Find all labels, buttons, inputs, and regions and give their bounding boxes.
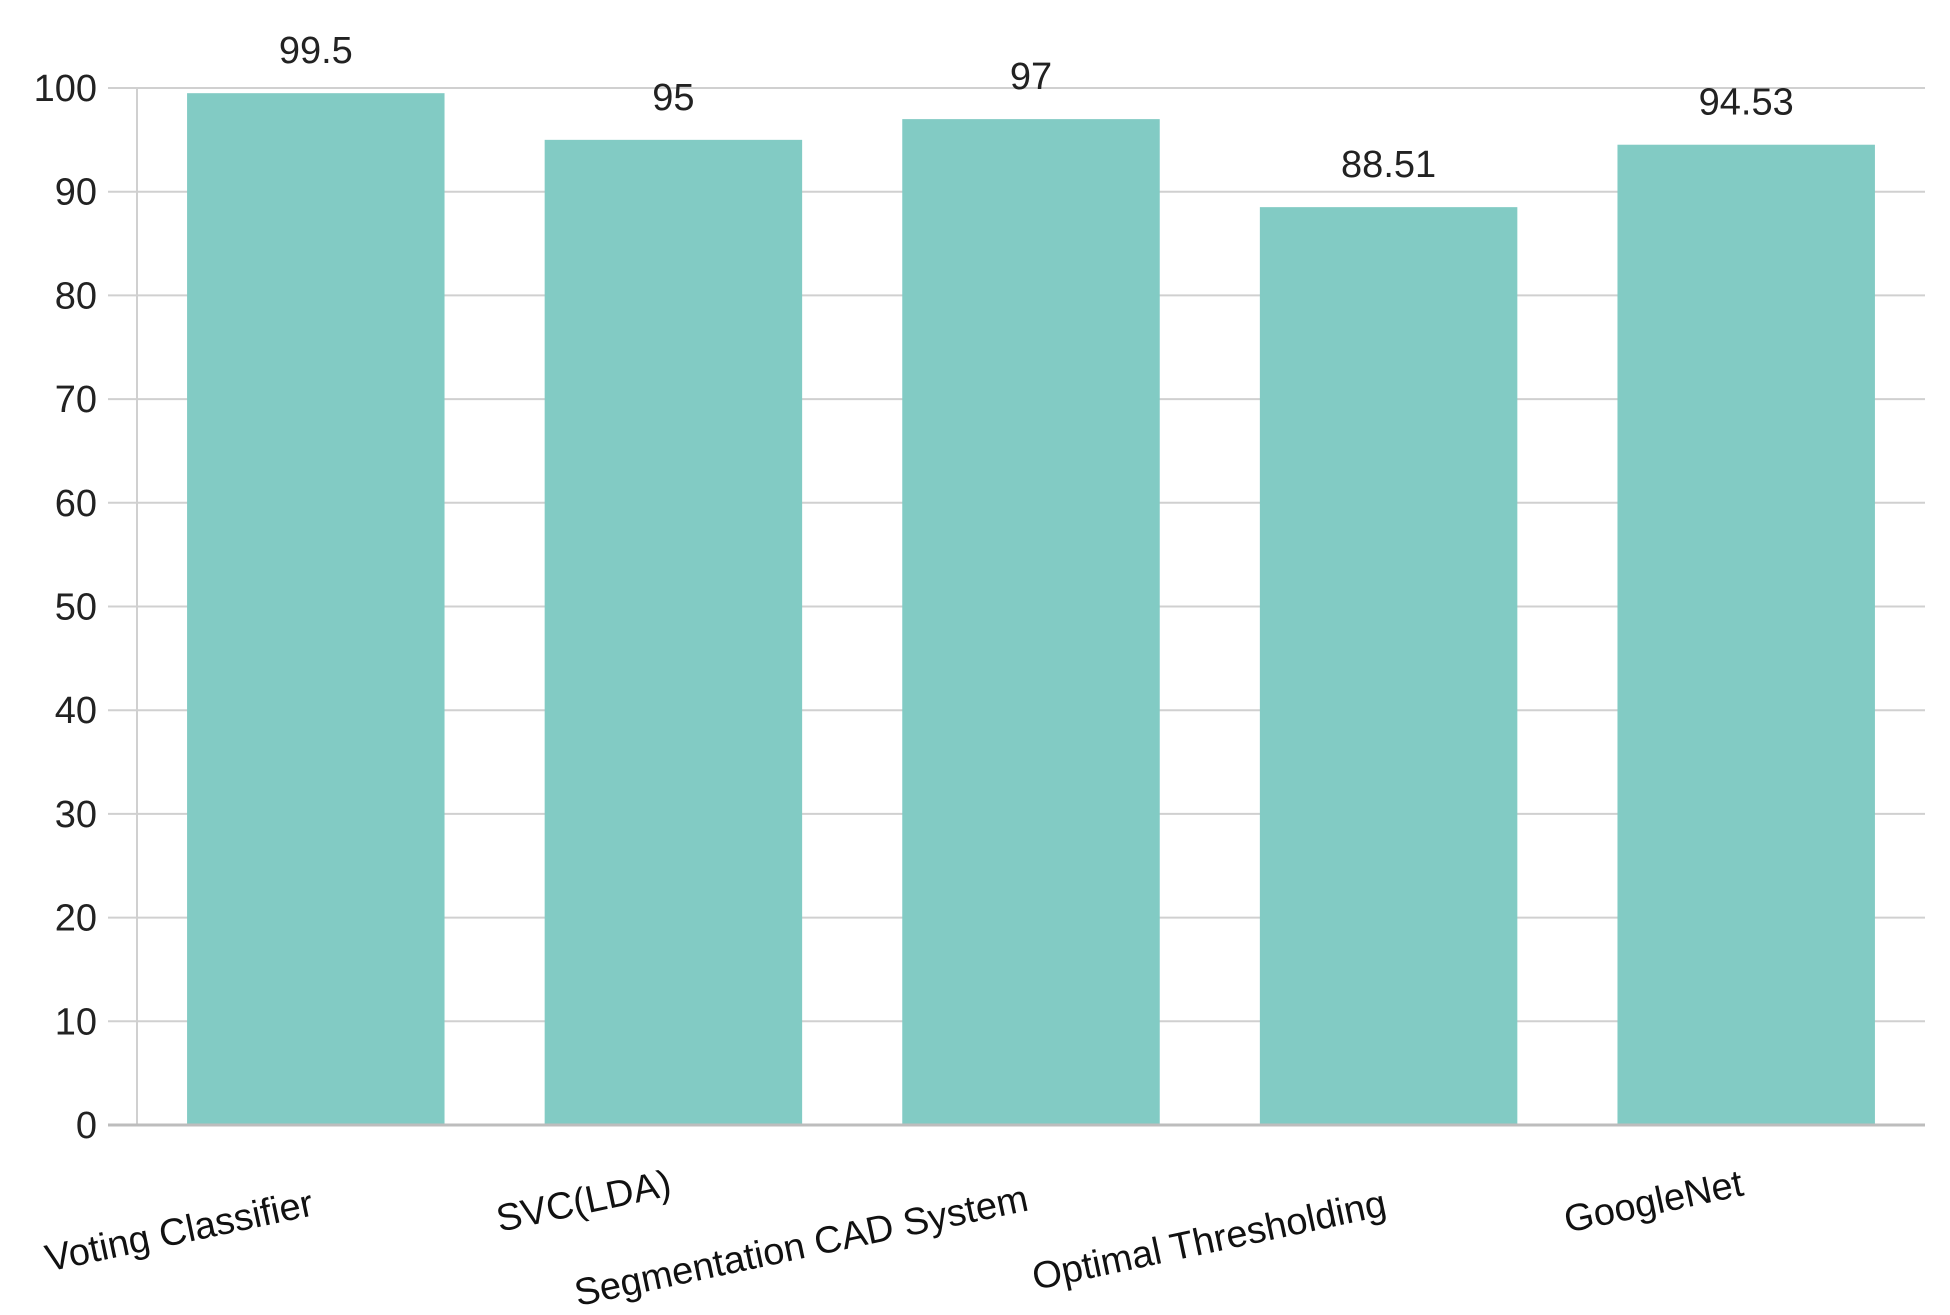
y-tick-label: 70 xyxy=(55,379,97,421)
y-tick-label: 80 xyxy=(55,275,97,317)
y-tick-label: 20 xyxy=(55,898,97,940)
y-tick-label: 0 xyxy=(76,1105,97,1147)
data-label: 99.5 xyxy=(279,30,353,72)
bar xyxy=(1617,144,1875,1126)
data-label: 97 xyxy=(1010,56,1052,98)
y-tick-label: 40 xyxy=(55,690,97,732)
bar xyxy=(1259,207,1518,1125)
data-label: 95 xyxy=(652,77,694,119)
y-tick-labels: 0 10 20 30 40 50 60 70 80 90 100 xyxy=(34,68,97,1147)
y-tick-label: 100 xyxy=(34,68,97,110)
y-tick-label: 50 xyxy=(55,587,97,629)
bars xyxy=(187,93,1875,1126)
data-label: 88.51 xyxy=(1341,144,1436,186)
bar xyxy=(544,139,803,1126)
axes xyxy=(108,88,1925,1127)
x-category-label: Voting Classifier xyxy=(42,1183,318,1281)
x-category-labels: Voting Classifier SVC(LDA)Segmentation CA… xyxy=(42,1163,1748,1315)
y-tick-label: 30 xyxy=(55,794,97,836)
y-tick-label: 90 xyxy=(55,172,97,214)
x-category-label: SVC(LDA) xyxy=(493,1163,675,1241)
value-labels: 99.5 95 97 88.51 94.53 xyxy=(279,30,1794,186)
y-tick-label: 10 xyxy=(55,1001,97,1043)
bar xyxy=(187,93,445,1125)
x-category-label: Optimal Thresholding xyxy=(1029,1183,1390,1299)
data-label: 94.53 xyxy=(1699,82,1794,124)
bar xyxy=(902,119,1160,1126)
y-tick-label: 60 xyxy=(55,483,97,525)
x-category-label: GoogleNet xyxy=(1560,1163,1747,1242)
